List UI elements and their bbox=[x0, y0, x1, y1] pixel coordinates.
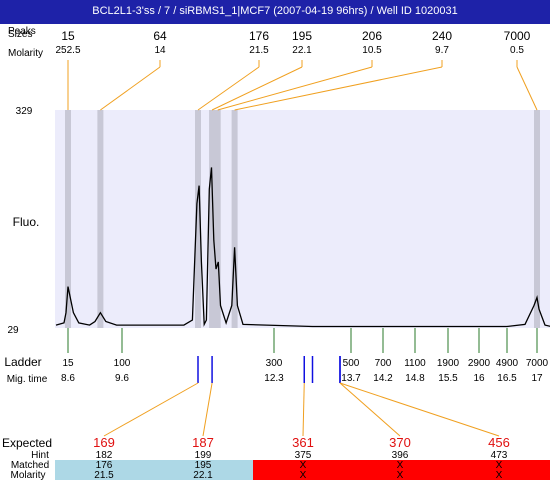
peak-band bbox=[231, 110, 238, 328]
hint-size: 182 bbox=[96, 450, 113, 461]
matched-size: 195 bbox=[195, 460, 212, 471]
hint-size: 473 bbox=[491, 450, 508, 461]
peak-size: 195 bbox=[292, 29, 312, 43]
mismatch-bar bbox=[253, 460, 550, 480]
expected-connector bbox=[339, 382, 500, 437]
hint-size: 375 bbox=[295, 450, 312, 461]
hint-row-label: Hint bbox=[31, 450, 49, 461]
matched-molarity: 21.5 bbox=[94, 470, 114, 480]
matched-size: X bbox=[496, 460, 503, 471]
expected-connector bbox=[302, 382, 305, 437]
peak-size: 176 bbox=[249, 29, 269, 43]
peak-connector bbox=[217, 66, 373, 111]
ladder-size: 700 bbox=[375, 358, 392, 369]
molarity2-row-label: Molarity bbox=[10, 470, 45, 480]
ladder-size: 4900 bbox=[496, 358, 519, 369]
ladder-size: 2900 bbox=[468, 358, 491, 369]
matched-size: X bbox=[397, 460, 404, 471]
peak-molarity: 14 bbox=[154, 45, 166, 56]
peak-size: 64 bbox=[153, 29, 167, 43]
ladder-size: 100 bbox=[114, 358, 131, 369]
peak-molarity: 10.5 bbox=[362, 45, 382, 56]
ladder-time: 16 bbox=[473, 373, 485, 384]
matched-size: 176 bbox=[96, 460, 113, 471]
peak-size: 240 bbox=[432, 29, 452, 43]
fluorescence-trace bbox=[55, 167, 550, 328]
ladder-time: 14.8 bbox=[405, 373, 425, 384]
y-min-tick: 29 bbox=[7, 325, 19, 336]
ladder-size: 15 bbox=[62, 358, 74, 369]
expected-size: 187 bbox=[192, 435, 214, 450]
plot-area bbox=[55, 110, 550, 328]
peak-band bbox=[214, 110, 221, 328]
peak-band bbox=[209, 110, 216, 328]
peak-molarity: 21.5 bbox=[249, 45, 269, 56]
ladder-size: 1100 bbox=[404, 358, 426, 369]
hint-size: 396 bbox=[392, 450, 409, 461]
y-axis-label: Fluo. bbox=[13, 215, 40, 229]
ladder-size: 7000 bbox=[526, 358, 549, 369]
ladder-size: 1900 bbox=[437, 358, 460, 369]
expected-connector bbox=[103, 382, 199, 437]
matched-size: X bbox=[300, 460, 307, 471]
expected-size: 456 bbox=[488, 435, 510, 450]
matched-molarity: X bbox=[300, 470, 307, 480]
peak-size: 206 bbox=[362, 29, 382, 43]
peak-molarity: 252.5 bbox=[55, 45, 80, 56]
expected-size: 169 bbox=[93, 435, 115, 450]
sizes-row-label: Sizes bbox=[8, 29, 32, 40]
peaks-row-label: Peaks bbox=[8, 26, 36, 37]
ladder-size: 500 bbox=[343, 358, 360, 369]
peak-connector bbox=[211, 66, 303, 111]
peak-size: 7000 bbox=[504, 29, 531, 43]
peak-band bbox=[534, 110, 540, 328]
peak-molarity: 9.7 bbox=[435, 45, 449, 56]
ladder-time: 17 bbox=[531, 373, 543, 384]
y-max-tick: 329 bbox=[16, 106, 33, 117]
ladder-time: 15.5 bbox=[438, 373, 458, 384]
expected-size: 361 bbox=[292, 435, 314, 450]
expected-size: 370 bbox=[389, 435, 411, 450]
peak-band bbox=[65, 110, 71, 328]
hint-size: 199 bbox=[195, 450, 212, 461]
matched-molarity: 22.1 bbox=[193, 470, 213, 480]
ladder-label: Ladder bbox=[4, 355, 41, 369]
ladder-time: 12.3 bbox=[264, 373, 284, 384]
peak-molarity: 22.1 bbox=[292, 45, 312, 56]
matched-molarity: X bbox=[397, 470, 404, 480]
molarity-row-label: Molarity bbox=[8, 48, 43, 59]
peak-connector bbox=[197, 66, 260, 111]
ladder-time: 9.6 bbox=[115, 373, 129, 384]
peak-size: 15 bbox=[61, 29, 75, 43]
title-bar bbox=[0, 0, 550, 24]
page-title: BCL2L1-3'ss / 7 / siRBMS1_1|MCF7 (2007-0… bbox=[92, 5, 458, 17]
matched-molarity: X bbox=[496, 470, 503, 480]
ladder-time: 8.6 bbox=[61, 373, 75, 384]
ladder-size: 300 bbox=[266, 358, 283, 369]
matched-bar bbox=[55, 460, 253, 480]
peak-connector bbox=[100, 66, 161, 111]
peak-band bbox=[195, 110, 201, 328]
peak-band bbox=[97, 110, 104, 328]
ladder-time: 16.5 bbox=[497, 373, 517, 384]
ladder-time: 13.7 bbox=[341, 373, 361, 384]
peak-connector bbox=[234, 66, 443, 111]
peak-molarity: 0.5 bbox=[510, 45, 524, 56]
expected-row-label: Expected bbox=[2, 436, 52, 450]
expected-connector bbox=[339, 382, 401, 437]
peak-connector bbox=[516, 66, 538, 111]
expected-connector bbox=[202, 382, 213, 437]
mig-time-label: Mig. time bbox=[7, 374, 48, 385]
matched-row-label: Matched bbox=[11, 460, 49, 471]
ladder-time: 14.2 bbox=[373, 373, 393, 384]
